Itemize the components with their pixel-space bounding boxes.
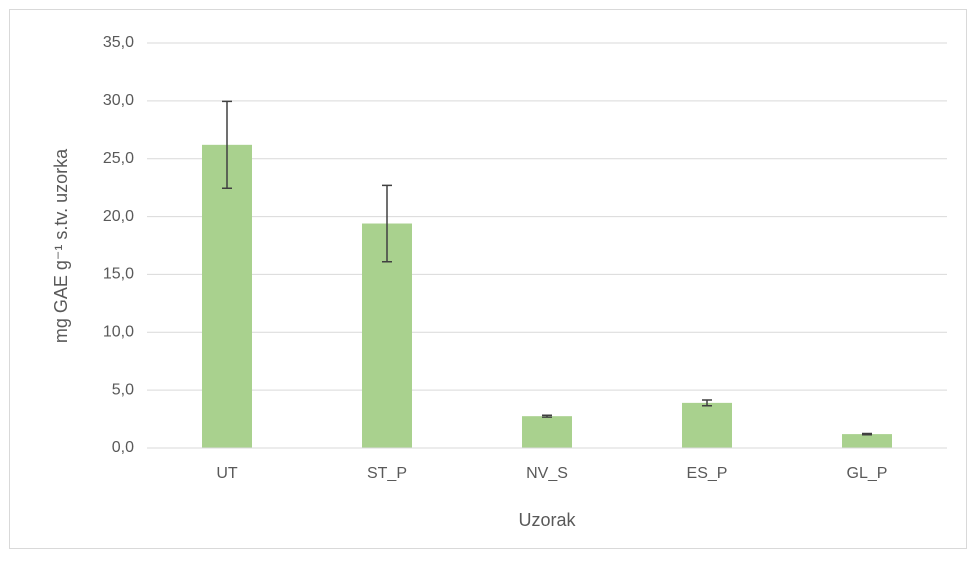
y-tick-label: 25,0 xyxy=(103,150,134,167)
bar xyxy=(842,434,892,448)
y-tick-label: 30,0 xyxy=(103,92,134,109)
y-tick-label: 10,0 xyxy=(103,324,134,341)
y-tick-label: 0,0 xyxy=(112,439,134,456)
error-bar xyxy=(542,414,552,418)
x-tick-label: ES_P xyxy=(687,465,728,482)
error-bar xyxy=(382,184,392,263)
x-tick-label: GL_P xyxy=(847,465,888,482)
x-tick-label: ST_P xyxy=(367,465,407,482)
error-bar xyxy=(862,432,872,436)
y-tick-label: 5,0 xyxy=(112,381,134,398)
error-bar xyxy=(222,100,232,189)
y-tick-label: 35,0 xyxy=(103,34,134,51)
x-axis-title: Uzorak xyxy=(518,510,576,530)
bar xyxy=(202,144,252,449)
x-tick-label: NV_S xyxy=(526,465,568,482)
y-tick-label: 20,0 xyxy=(103,208,134,225)
chart-frame xyxy=(9,9,967,549)
y-axis-title: mg GAE g⁻¹ s.tv. uzorka xyxy=(51,148,71,343)
error-bar xyxy=(702,399,712,407)
bar xyxy=(522,416,572,448)
bar xyxy=(682,402,732,448)
x-tick-label: UT xyxy=(216,465,238,482)
y-tick-label: 15,0 xyxy=(103,266,134,283)
